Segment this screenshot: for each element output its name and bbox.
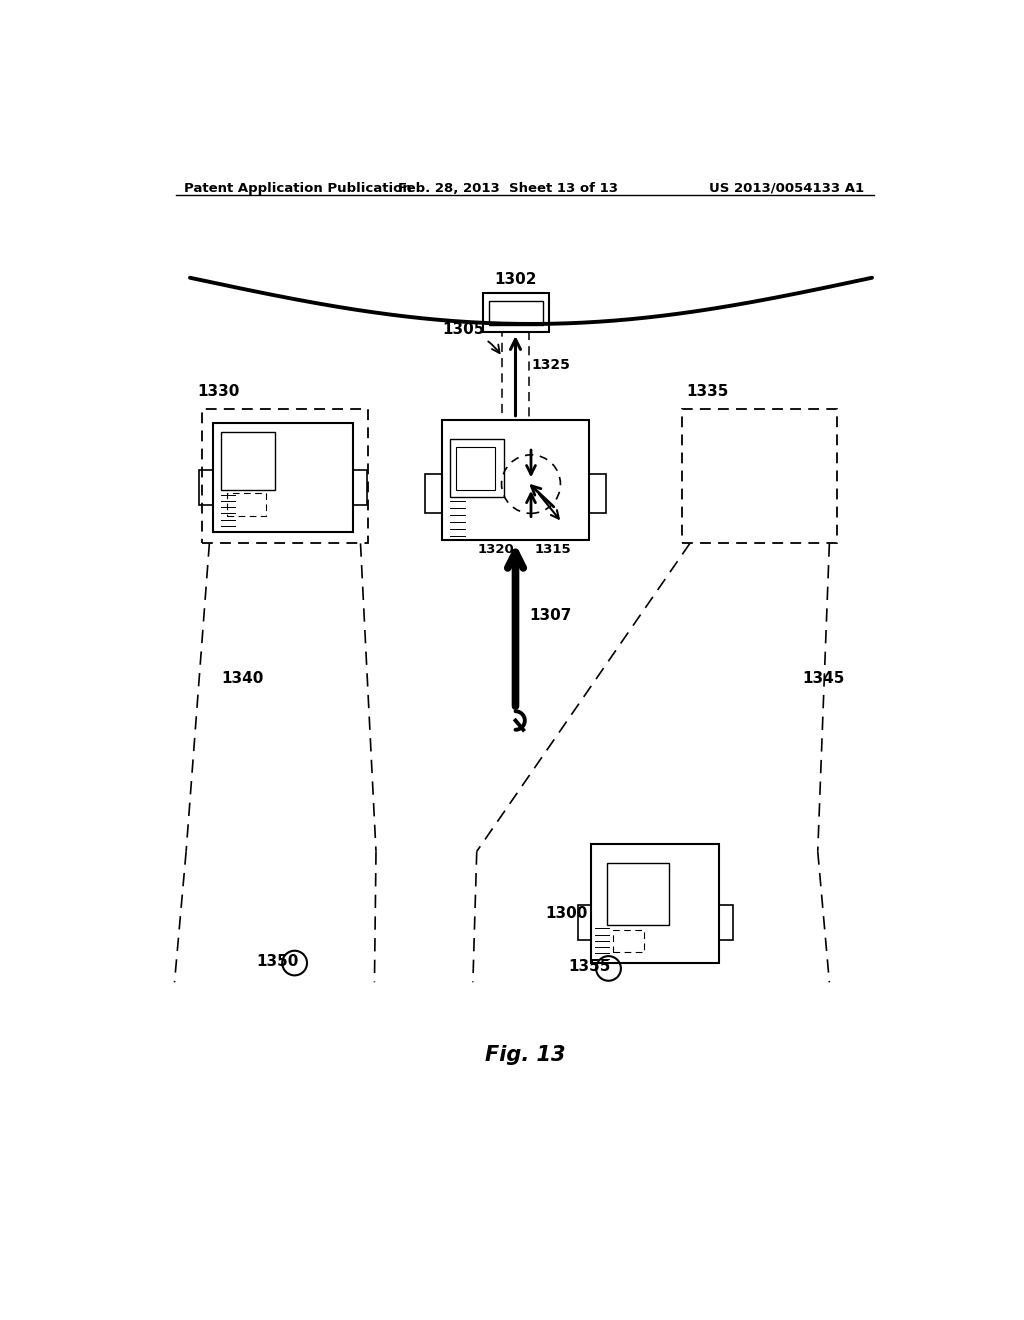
Text: 1307: 1307 xyxy=(529,607,571,623)
Text: 1302: 1302 xyxy=(495,272,537,286)
Text: 1355: 1355 xyxy=(568,960,610,974)
Bar xyxy=(200,470,213,506)
Bar xyxy=(221,432,275,490)
Bar xyxy=(592,843,719,964)
Bar xyxy=(503,331,528,420)
Text: Patent Application Publication: Patent Application Publication xyxy=(183,182,412,194)
Bar xyxy=(613,929,644,952)
Bar xyxy=(450,440,504,498)
Text: 1330: 1330 xyxy=(198,384,240,400)
Text: 1335: 1335 xyxy=(686,384,728,400)
Bar xyxy=(489,301,543,326)
Bar xyxy=(213,422,352,532)
Bar xyxy=(352,470,367,506)
Bar xyxy=(227,494,266,516)
Text: 1315: 1315 xyxy=(535,544,571,557)
Bar xyxy=(589,474,606,512)
Bar xyxy=(483,293,549,331)
Text: 1305: 1305 xyxy=(442,322,500,354)
Bar xyxy=(607,863,669,924)
Bar xyxy=(578,906,592,940)
Text: Fig. 13: Fig. 13 xyxy=(484,1045,565,1065)
Text: 1345: 1345 xyxy=(802,671,845,685)
Bar xyxy=(425,474,442,512)
Text: 1300: 1300 xyxy=(545,906,588,920)
Text: US 2013/0054133 A1: US 2013/0054133 A1 xyxy=(710,182,864,194)
Text: 1350: 1350 xyxy=(256,954,298,969)
Bar xyxy=(202,409,369,544)
Text: 1325: 1325 xyxy=(531,358,570,372)
Bar xyxy=(682,409,838,544)
Bar xyxy=(719,906,733,940)
Bar xyxy=(442,420,589,540)
Text: 1340: 1340 xyxy=(221,671,263,685)
Text: 1320: 1320 xyxy=(477,544,514,557)
Text: Feb. 28, 2013  Sheet 13 of 13: Feb. 28, 2013 Sheet 13 of 13 xyxy=(397,182,617,194)
Bar xyxy=(456,447,495,490)
